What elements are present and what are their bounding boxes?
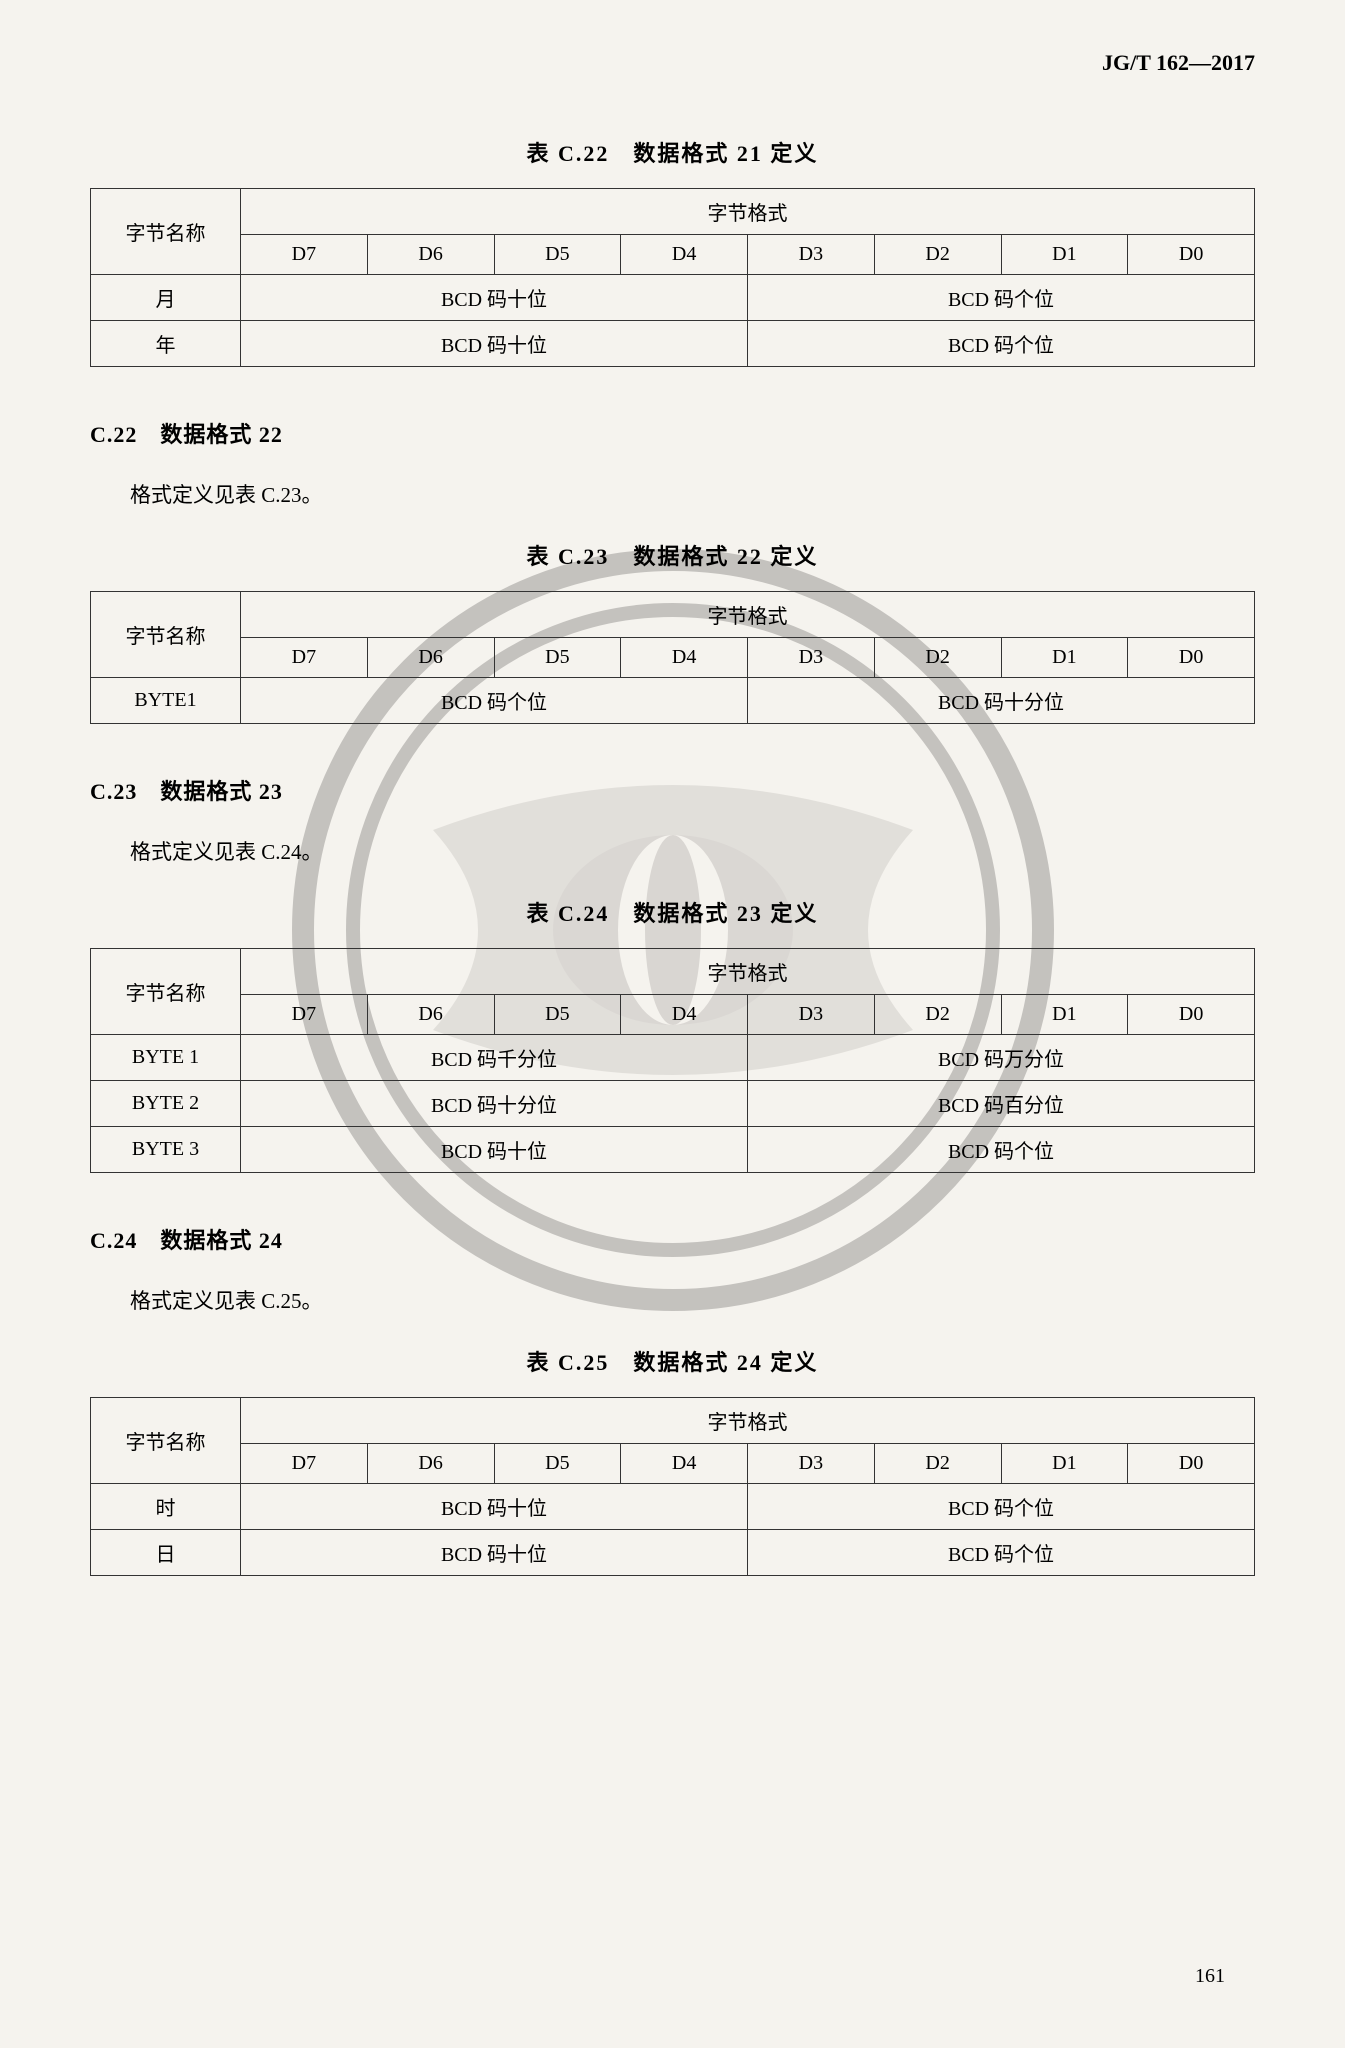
table-c25: 字节名称 字节格式 D7 D6 D5 D4 D3 D2 D1 D0 时 BCD …	[90, 1397, 1255, 1576]
cell: BCD 码百分位	[748, 1081, 1255, 1127]
table-c22-title: 表 C.22 数据格式 21 定义	[90, 136, 1255, 168]
cell: BCD 码十分位	[748, 678, 1255, 724]
cell: BCD 码个位	[748, 275, 1255, 321]
section-c24-text: 格式定义见表 C.25。	[130, 1285, 1255, 1315]
col-header-format: 字节格式	[241, 949, 1255, 995]
col-header-format: 字节格式	[241, 189, 1255, 235]
bit-header: D0	[1128, 638, 1255, 678]
bit-header: D1	[1001, 235, 1128, 275]
table-c25-title: 表 C.25 数据格式 24 定义	[90, 1345, 1255, 1377]
bit-header: D4	[621, 995, 748, 1035]
col-header-format: 字节格式	[241, 592, 1255, 638]
bit-header: D3	[748, 638, 875, 678]
document-code: JG/T 162—2017	[90, 50, 1255, 76]
cell: BCD 码个位	[241, 678, 748, 724]
table-c22: 字节名称 字节格式 D7 D6 D5 D4 D3 D2 D1 D0 月 BCD …	[90, 188, 1255, 367]
cell: BCD 码十位	[241, 1484, 748, 1530]
bit-header: D5	[494, 638, 621, 678]
cell: BCD 码个位	[748, 1484, 1255, 1530]
bit-header: D6	[367, 995, 494, 1035]
cell: BCD 码个位	[748, 321, 1255, 367]
col-header-name: 字节名称	[91, 1398, 241, 1484]
row-name: BYTE1	[91, 678, 241, 724]
bit-header: D4	[621, 235, 748, 275]
bit-header: D5	[494, 995, 621, 1035]
bit-header: D1	[1001, 638, 1128, 678]
table-c23: 字节名称 字节格式 D7 D6 D5 D4 D3 D2 D1 D0 BYTE1 …	[90, 591, 1255, 724]
section-c22-heading: C.22 数据格式 22	[90, 417, 1255, 449]
cell: BCD 码十位	[241, 1127, 748, 1173]
bit-header: D6	[367, 638, 494, 678]
cell: BCD 码十位	[241, 275, 748, 321]
row-name: 时	[91, 1484, 241, 1530]
cell: BCD 码个位	[748, 1530, 1255, 1576]
bit-header: D2	[874, 1444, 1001, 1484]
cell: BCD 码个位	[748, 1127, 1255, 1173]
table-row: BYTE 1 BCD 码千分位 BCD 码万分位	[91, 1035, 1255, 1081]
bit-header: D7	[241, 235, 368, 275]
bit-header: D2	[874, 995, 1001, 1035]
bit-header: D0	[1128, 1444, 1255, 1484]
section-c23-heading: C.23 数据格式 23	[90, 774, 1255, 806]
col-header-name: 字节名称	[91, 189, 241, 275]
cell: BCD 码万分位	[748, 1035, 1255, 1081]
table-c23-title: 表 C.23 数据格式 22 定义	[90, 539, 1255, 571]
col-header-format: 字节格式	[241, 1398, 1255, 1444]
table-row: BYTE 2 BCD 码十分位 BCD 码百分位	[91, 1081, 1255, 1127]
section-c24-heading: C.24 数据格式 24	[90, 1223, 1255, 1255]
section-c23-text: 格式定义见表 C.24。	[130, 836, 1255, 866]
bit-header: D1	[1001, 1444, 1128, 1484]
bit-header: D3	[748, 1444, 875, 1484]
col-header-name: 字节名称	[91, 949, 241, 1035]
bit-header: D5	[494, 235, 621, 275]
bit-header: D3	[748, 995, 875, 1035]
bit-header: D5	[494, 1444, 621, 1484]
bit-header: D6	[367, 1444, 494, 1484]
table-row: 年 BCD 码十位 BCD 码个位	[91, 321, 1255, 367]
bit-header: D1	[1001, 995, 1128, 1035]
bit-header: D0	[1128, 995, 1255, 1035]
table-c24: 字节名称 字节格式 D7 D6 D5 D4 D3 D2 D1 D0 BYTE 1…	[90, 948, 1255, 1173]
cell: BCD 码千分位	[241, 1035, 748, 1081]
cell: BCD 码十位	[241, 1530, 748, 1576]
row-name: 月	[91, 275, 241, 321]
col-header-name: 字节名称	[91, 592, 241, 678]
row-name: BYTE 1	[91, 1035, 241, 1081]
row-name: BYTE 3	[91, 1127, 241, 1173]
bit-header: D7	[241, 995, 368, 1035]
table-row: BYTE 3 BCD 码十位 BCD 码个位	[91, 1127, 1255, 1173]
bit-header: D0	[1128, 235, 1255, 275]
row-name: BYTE 2	[91, 1081, 241, 1127]
bit-header: D7	[241, 638, 368, 678]
table-row: 月 BCD 码十位 BCD 码个位	[91, 275, 1255, 321]
bit-header: D2	[874, 235, 1001, 275]
cell: BCD 码十分位	[241, 1081, 748, 1127]
table-row: 时 BCD 码十位 BCD 码个位	[91, 1484, 1255, 1530]
bit-header: D7	[241, 1444, 368, 1484]
bit-header: D3	[748, 235, 875, 275]
table-row: BYTE1 BCD 码个位 BCD 码十分位	[91, 678, 1255, 724]
page-number: 161	[1195, 1965, 1225, 1988]
bit-header: D6	[367, 235, 494, 275]
bit-header: D2	[874, 638, 1001, 678]
bit-header: D4	[621, 638, 748, 678]
row-name: 年	[91, 321, 241, 367]
table-row: 日 BCD 码十位 BCD 码个位	[91, 1530, 1255, 1576]
section-c22-text: 格式定义见表 C.23。	[130, 479, 1255, 509]
bit-header: D4	[621, 1444, 748, 1484]
table-c24-title: 表 C.24 数据格式 23 定义	[90, 896, 1255, 928]
row-name: 日	[91, 1530, 241, 1576]
cell: BCD 码十位	[241, 321, 748, 367]
